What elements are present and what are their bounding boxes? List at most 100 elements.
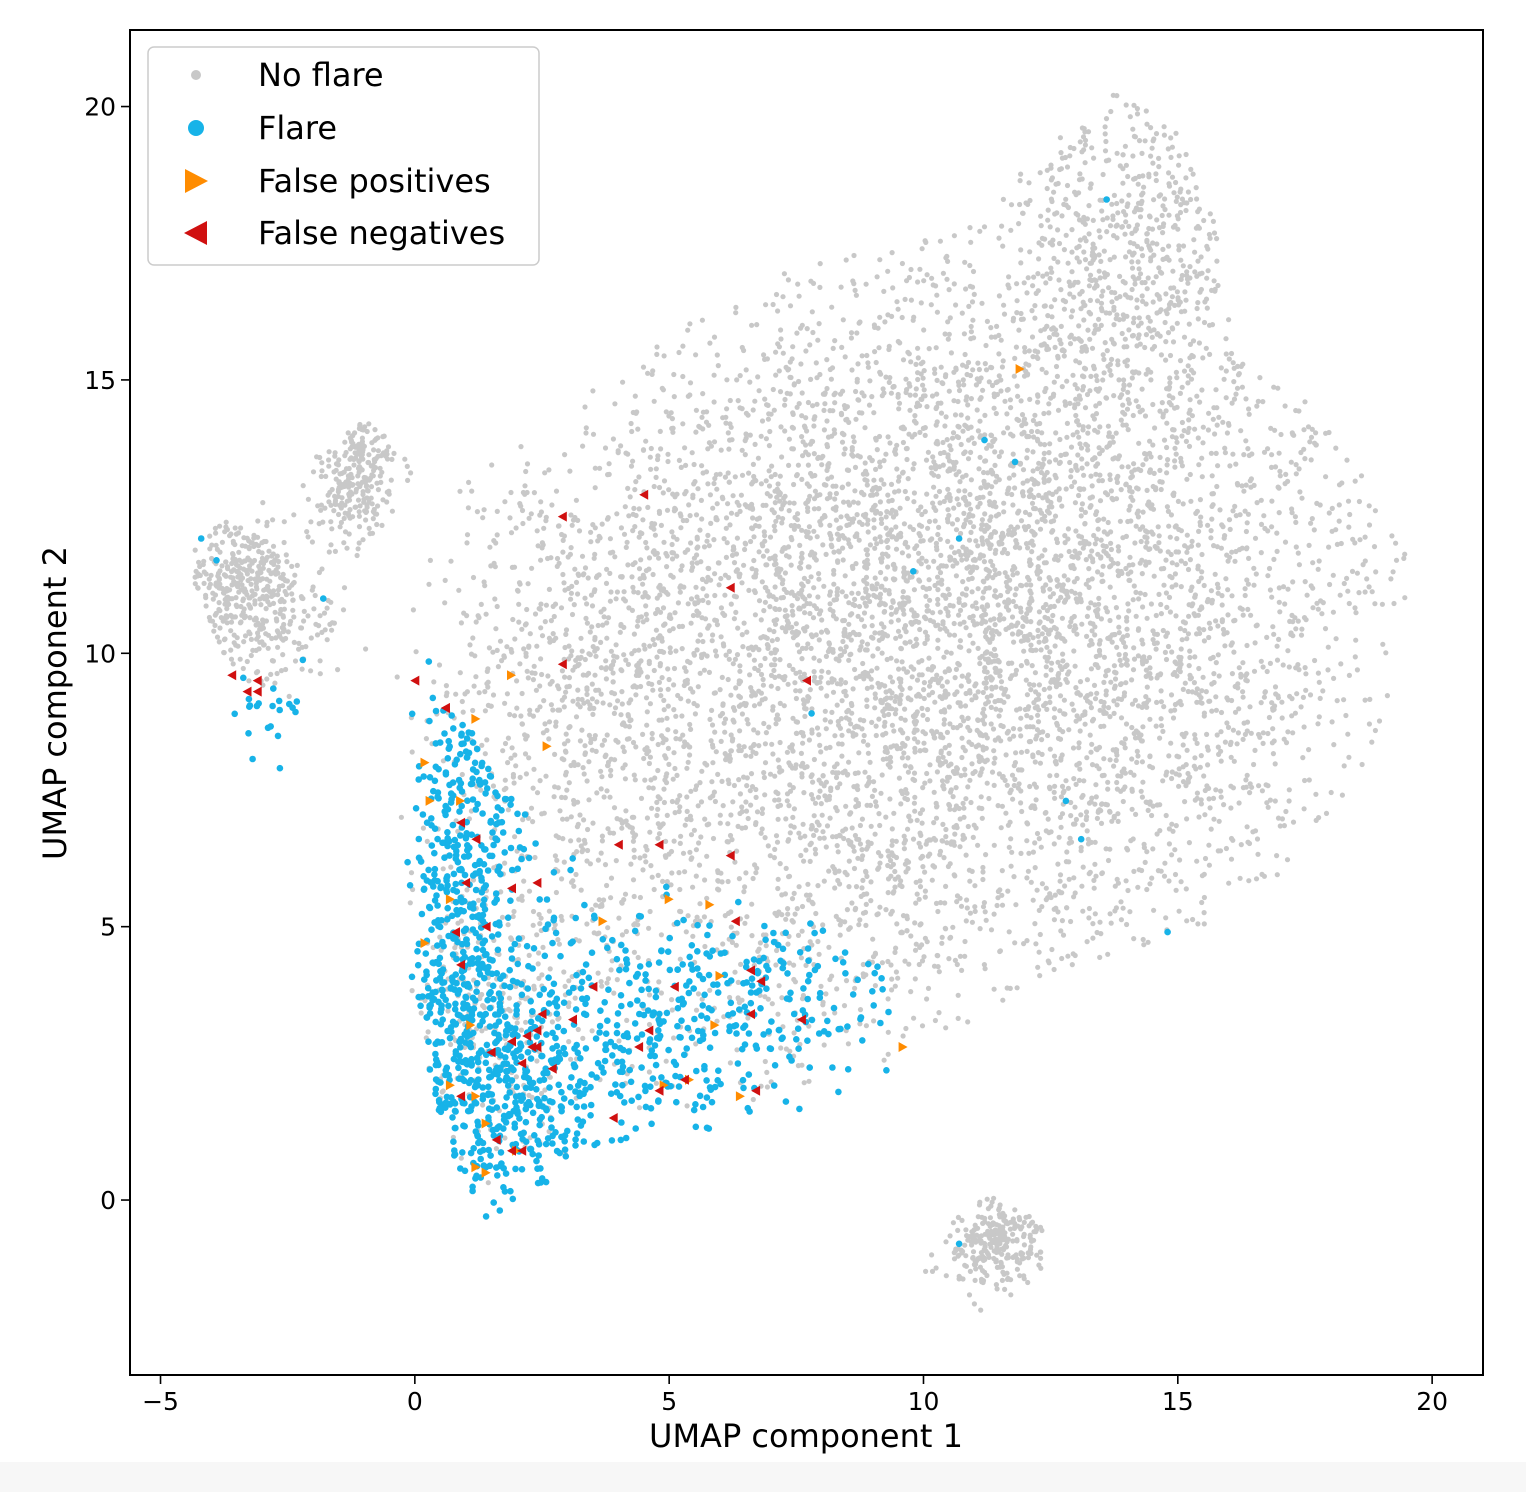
no-flare-point (856, 320, 862, 326)
no-flare-point (1029, 598, 1035, 604)
no-flare-point (1125, 601, 1131, 607)
no-flare-point (981, 607, 987, 613)
no-flare-point (762, 741, 769, 747)
no-flare-point (994, 379, 1001, 385)
no-flare-point (981, 589, 987, 595)
no-flare-point (1120, 386, 1126, 392)
no-flare-point (1150, 531, 1156, 537)
no-flare-point (811, 451, 817, 457)
no-flare-point (1103, 692, 1109, 698)
no-flare-point (958, 412, 964, 418)
no-flare-point (824, 444, 831, 450)
no-flare-point (1024, 290, 1030, 296)
no-flare-point (1096, 252, 1102, 258)
no-flare-point (1054, 332, 1060, 338)
no-flare-point (1030, 647, 1036, 654)
no-flare-point (1131, 583, 1137, 589)
no-flare-point (977, 396, 983, 402)
no-flare-point (907, 685, 913, 691)
no-flare-point (927, 778, 933, 784)
no-flare-point (884, 509, 890, 515)
no-flare-point (1186, 425, 1192, 431)
no-flare-point (919, 523, 925, 529)
no-flare-point (1143, 694, 1149, 700)
no-flare-point (877, 485, 883, 491)
no-flare-point (556, 560, 562, 567)
no-flare-point (1049, 529, 1055, 535)
no-flare-point (878, 790, 884, 796)
no-flare-point (1239, 483, 1245, 489)
no-flare-point (786, 436, 793, 442)
no-flare-point (1222, 643, 1228, 649)
no-flare-point (1114, 702, 1120, 708)
no-flare-point (1166, 170, 1172, 176)
no-flare-point (1101, 679, 1107, 686)
no-flare-point (606, 461, 612, 467)
no-flare-point (1125, 427, 1131, 433)
no-flare-point (1308, 520, 1314, 526)
no-flare-point (755, 730, 761, 736)
no-flare-point (1229, 640, 1235, 646)
no-flare-point (947, 315, 953, 321)
no-flare-point (1166, 594, 1173, 601)
no-flare-point (855, 613, 861, 619)
no-flare-point (878, 600, 884, 606)
no-flare-point (903, 376, 909, 382)
no-flare-point (795, 642, 801, 648)
no-flare-point (798, 852, 804, 859)
no-flare-point (656, 831, 663, 837)
no-flare-point (1357, 537, 1363, 543)
no-flare-point (739, 580, 745, 586)
no-flare-point (711, 439, 718, 445)
no-flare-point (937, 848, 944, 855)
no-flare-point (811, 813, 817, 819)
no-flare-point (730, 705, 737, 711)
no-flare-point (1028, 619, 1034, 625)
no-flare-point (648, 445, 654, 452)
no-flare-point (766, 483, 773, 489)
no-flare-point (1025, 545, 1031, 551)
no-flare-point (962, 449, 968, 455)
no-flare-point (891, 810, 897, 816)
no-flare-point (1085, 836, 1091, 842)
no-flare-point (896, 775, 903, 781)
no-flare-point (908, 359, 914, 365)
no-flare-point (811, 506, 818, 512)
no-flare-point (1153, 131, 1160, 137)
no-flare-point (758, 481, 765, 487)
no-flare-point (1346, 600, 1352, 607)
no-flare-point (1160, 230, 1166, 236)
no-flare-point (904, 495, 911, 502)
no-flare-point (958, 644, 964, 650)
no-flare-point (1180, 779, 1187, 785)
no-flare-point (1024, 748, 1030, 755)
no-flare-point (698, 497, 705, 503)
no-flare-point (1086, 871, 1092, 877)
no-flare-point (573, 497, 580, 503)
no-flare-point (1240, 736, 1246, 743)
no-flare-point (1139, 794, 1145, 800)
no-flare-point (908, 765, 914, 771)
no-flare-point (1195, 612, 1201, 618)
no-flare-point (1262, 689, 1268, 696)
no-flare-point (993, 410, 999, 417)
no-flare-point (570, 698, 576, 704)
no-flare-point (965, 402, 971, 408)
no-flare-point (1343, 712, 1349, 719)
no-flare-point (1125, 464, 1131, 470)
no-flare-point (1033, 797, 1039, 803)
no-flare-point (905, 696, 912, 702)
no-flare-point (1163, 812, 1169, 819)
no-flare-point (1137, 590, 1143, 596)
no-flare-point (951, 233, 958, 239)
no-flare-point (1155, 868, 1161, 874)
no-flare-point (1167, 534, 1173, 540)
no-flare-point (894, 466, 900, 472)
no-flare-point (1097, 498, 1104, 504)
no-flare-point (736, 743, 742, 749)
no-flare-point (879, 650, 885, 656)
no-flare-point (1218, 545, 1224, 551)
no-flare-point (1257, 375, 1263, 381)
no-flare-point (580, 572, 586, 578)
no-flare-point (1223, 368, 1229, 374)
